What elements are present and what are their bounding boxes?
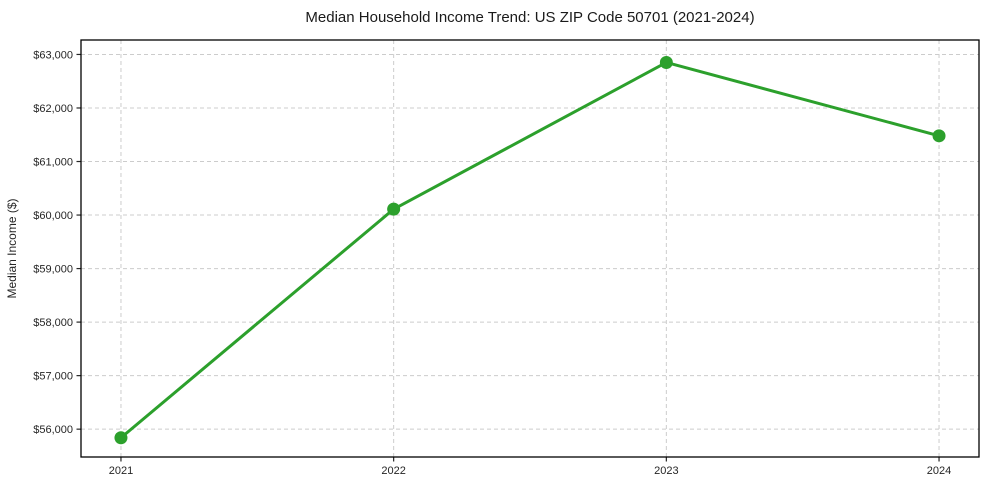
- y-tick-label: $62,000: [33, 103, 73, 115]
- chart-title: Median Household Income Trend: US ZIP Co…: [305, 9, 755, 26]
- y-tick-label: $56,000: [33, 424, 73, 436]
- y-tick-label: $58,000: [33, 317, 73, 329]
- x-tick-label: 2022: [381, 465, 405, 477]
- x-tick-label: 2021: [109, 465, 133, 477]
- data-point: [387, 202, 401, 216]
- plot-border: [80, 39, 980, 458]
- y-axis-label: Median Income ($): [5, 198, 19, 298]
- y-tick-label: $61,000: [33, 157, 73, 169]
- data-point: [659, 55, 673, 69]
- data-point: [932, 129, 946, 143]
- y-tick-label: $57,000: [33, 371, 73, 383]
- y-tick-label: $63,000: [33, 49, 73, 61]
- data-point: [114, 431, 128, 445]
- data-line: [119, 60, 941, 440]
- x-tick-label: 2023: [654, 465, 678, 477]
- x-tick-label: 2024: [927, 465, 951, 477]
- y-tick-label: $60,000: [33, 210, 73, 222]
- y-tick-label: $59,000: [33, 264, 73, 276]
